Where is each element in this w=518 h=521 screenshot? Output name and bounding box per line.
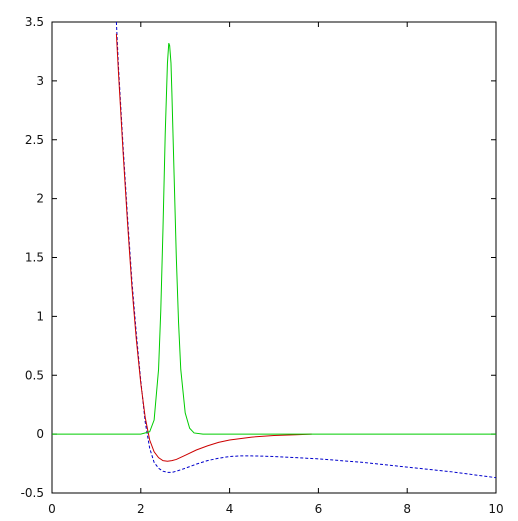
y-tick-label: 2.5 [25,133,44,147]
x-tick-label: 2 [137,502,145,516]
y-tick-label: 2 [36,192,44,206]
y-tick-label: 3 [36,74,44,88]
x-tick-label: 8 [403,502,411,516]
x-tick-label: 0 [48,502,56,516]
plot-frame [51,21,497,494]
y-tick-label: 1 [36,309,44,323]
x-tick-label: 10 [488,502,503,516]
series-line-3 [52,43,496,435]
y-tick-label: 1.5 [25,251,44,265]
y-tick-label: 0.5 [25,368,44,382]
series-line-2 [115,33,312,462]
y-tick-label: 0 [36,427,44,441]
y-tick-label: 3.5 [25,15,44,29]
x-tick-label: 4 [226,502,234,516]
x-tick-label: 6 [315,502,323,516]
y-tick-label: -0.5 [21,486,44,500]
